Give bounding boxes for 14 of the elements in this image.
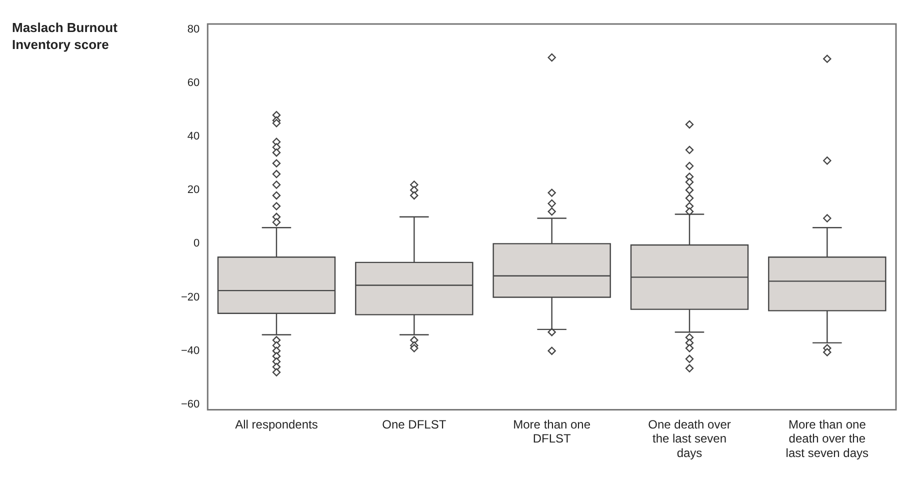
y-axis-title: Maslach Burnout Inventory score [12,20,118,52]
y-tick-label: 40 [187,130,200,143]
x-tick-label: One death over the last seven days [648,417,731,460]
y-tick-label: 60 [187,76,200,89]
x-tick-label: One DFLST [382,417,447,432]
y-tick-label: −40 [180,344,200,357]
x-tick-label: All respondents [235,417,318,432]
y-tick-label: −60 [180,398,200,410]
y-tick-label: 0 [194,238,200,250]
y-tick-label: 20 [187,184,200,196]
x-tick-label: More than one DFLST [513,417,591,446]
y-tick-label: 80 [187,23,200,36]
x-tick-label: More than one death over the last seven days [786,417,869,460]
y-tick-label: −20 [180,291,200,304]
